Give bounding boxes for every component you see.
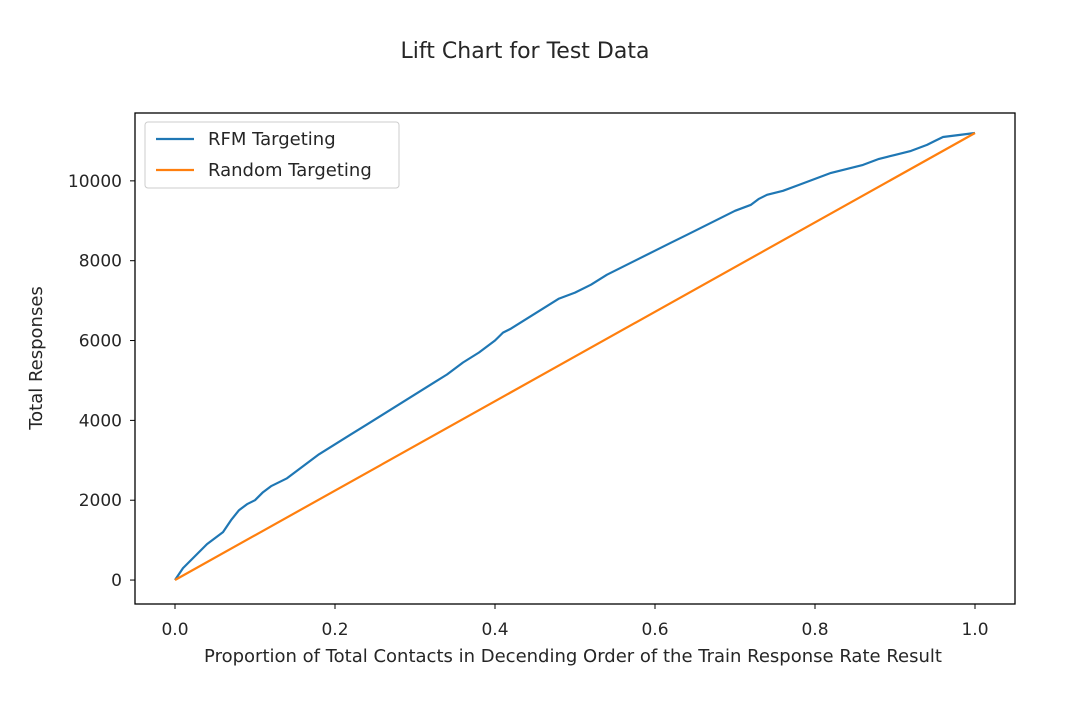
series-line-random-targeting	[174, 132, 976, 581]
x-tick-label: 0.8	[801, 620, 828, 640]
plot-frame	[134, 112, 1016, 605]
x-tick-label: 1.0	[961, 620, 988, 640]
series-line-rfm-targeting	[174, 131, 976, 581]
chart-title: Lift Chart for Test Data	[401, 39, 650, 64]
legend-label-rfm-targeting: RFM Targeting	[208, 129, 336, 150]
y-tick-label: 0	[111, 571, 122, 591]
x-tick-label: 0.2	[321, 620, 348, 640]
x-tick-label: 0.4	[481, 620, 508, 640]
x-axis-label: Proportion of Total Contacts in Decendin…	[204, 646, 942, 667]
y-tick-label: 10000	[68, 172, 122, 192]
legend: RFM Targeting Random Targeting	[144, 121, 400, 189]
x-tick-label: 0.6	[641, 620, 668, 640]
x-tick-label: 0.0	[161, 620, 188, 640]
legend-box	[144, 121, 400, 189]
y-axis-ticks: 0 2000 4000 6000 8000 10000	[68, 172, 135, 591]
y-axis-label: Total Responses	[26, 286, 47, 431]
y-tick-label: 2000	[79, 491, 122, 511]
y-tick-label: 6000	[79, 332, 122, 352]
legend-label-random-targeting: Random Targeting	[208, 160, 372, 181]
plot-lines	[174, 131, 976, 581]
y-tick-label: 4000	[79, 411, 122, 431]
x-axis-ticks: 0.0 0.2 0.4 0.6 0.8 1.0	[161, 604, 989, 640]
y-tick-label: 8000	[79, 252, 122, 272]
